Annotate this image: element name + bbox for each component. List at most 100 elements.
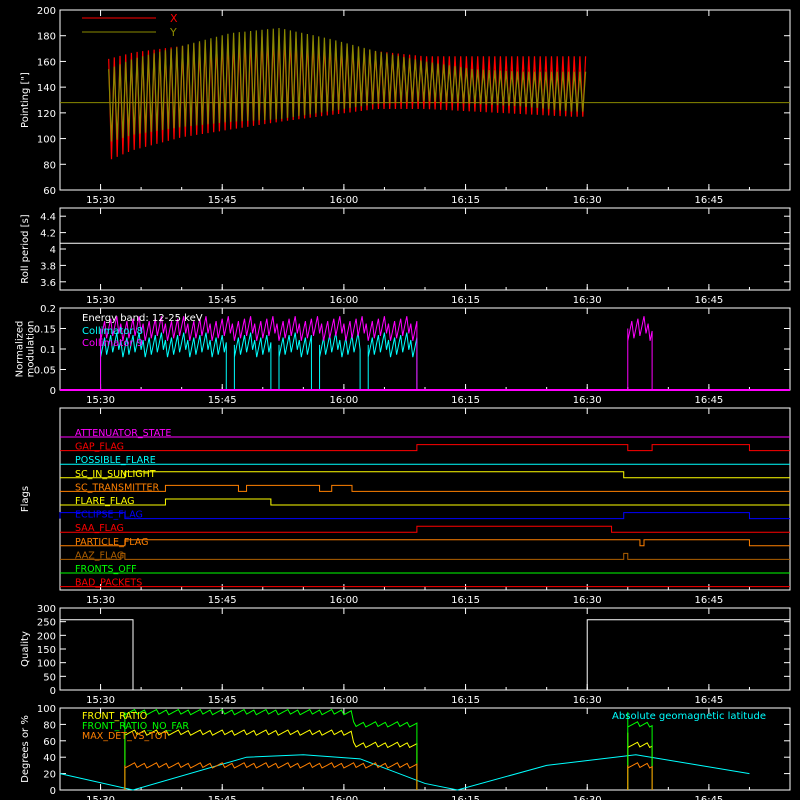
quality-ylabel: Quality — [20, 631, 31, 667]
pointing-panel: 15:30 15:45 16:00 16:15 16:30 16:45 60 80 100 120… — [20, 6, 791, 206]
y-tick-label: 60 — [43, 737, 56, 748]
y-tick-label: 50 — [43, 672, 56, 683]
quality-panel: 15:30 15:45 16:00 16:15 16:30 16:45 0 50 100 150 2… — [20, 604, 791, 706]
flag-trace — [60, 525, 790, 533]
x-tick-label: 16:15 — [451, 395, 480, 406]
energy-band-label: Energy band: 12-25 keV — [82, 313, 203, 324]
x-tick-label: 16:15 — [451, 795, 480, 800]
flag-label: GAP_FLAG — [75, 442, 124, 453]
flags-panel: 15:30 15:45 16:00 16:15 16:30 16:45 Flags ATTEN… — [20, 407, 791, 606]
ratio-series — [124, 708, 418, 791]
y-tick-label: 300 — [37, 604, 56, 615]
y-tick-label: 0 — [50, 786, 56, 797]
x-tick-label: 16:00 — [329, 195, 358, 206]
legend-label: Absolute geomagnetic latitude — [612, 711, 766, 722]
flag-trace — [60, 539, 790, 547]
y-tick-label: 0 — [50, 686, 56, 697]
y-tick-label: 100 — [37, 659, 56, 670]
flag-label: SAA_FLAG — [75, 523, 124, 534]
flags-ylabel: Flags — [20, 486, 31, 512]
flag-label: SC_IN_SUNLIGHT — [75, 469, 156, 480]
x-tick-label: 16:45 — [694, 195, 723, 206]
x-tick-label: 16:30 — [573, 595, 602, 606]
flag-label: POSSIBLE_FLARE — [75, 455, 156, 466]
flag-trace — [60, 552, 790, 560]
flag-label: BAD_PACKETS — [75, 578, 142, 589]
y-tick-label: 100 — [37, 135, 56, 146]
y-tick-label: 4.2 — [40, 229, 56, 240]
x-tick-label: 16:00 — [329, 595, 358, 606]
x-tick-label: 15:30 — [86, 295, 115, 306]
legend-label: Collimator 8 — [82, 326, 143, 337]
y-tick-label: 80 — [43, 160, 56, 171]
y-tick-label: 4 — [50, 245, 56, 256]
x-tick-label: 15:45 — [208, 295, 237, 306]
flag-trace — [60, 484, 790, 492]
y-tick-label: 180 — [37, 32, 56, 43]
y-tick-label: 200 — [37, 6, 56, 17]
ratio-series — [627, 762, 653, 791]
modulation-ylabel: modulation — [26, 321, 37, 378]
ratio-series — [627, 712, 653, 791]
x-tick-label: 16:30 — [573, 295, 602, 306]
roll-ylabel: Roll period [s] — [20, 214, 31, 283]
y-tick-label: 20 — [43, 770, 56, 781]
x-tick-label: 16:45 — [694, 395, 723, 406]
flag-label: FRONTS_OFF — [75, 564, 137, 575]
x-tick-label: 16:00 — [329, 395, 358, 406]
x-tick-label: 15:45 — [208, 195, 237, 206]
x-tick-label: 16:00 — [329, 295, 358, 306]
degrees-ylabel: Degrees or % — [20, 715, 31, 783]
y-tick-label: 100 — [37, 704, 56, 715]
flag-trace — [60, 471, 790, 479]
legend-label: X — [170, 12, 178, 25]
y-tick-label: 3.8 — [40, 261, 56, 272]
modulation-series — [100, 332, 418, 391]
flag-label: ECLIPSE_FLAG — [75, 510, 143, 521]
x-tick-label: 16:15 — [451, 295, 480, 306]
x-tick-label: 15:30 — [86, 795, 115, 800]
degrees-panel: 15:30 15:45 16:00 16:15 16:30 16:45 0 20 40 60 80 1… — [20, 704, 791, 800]
roll-panel: 15:30 15:45 16:00 16:15 16:30 16:45 3.6 3.8 4 4.2… — [20, 207, 791, 306]
y-tick-label: 200 — [37, 631, 56, 642]
x-tick-label: 16:15 — [451, 195, 480, 206]
x-tick-label: 15:45 — [208, 395, 237, 406]
flag-label: SC_TRANSMITTER — [75, 482, 160, 493]
x-tick-label: 15:45 — [208, 795, 237, 800]
y-tick-label: 140 — [37, 83, 56, 94]
legend-label: MAX_DET_VS_TOT — [82, 731, 168, 742]
y-tick-label: 4.4 — [40, 212, 56, 223]
y-tick-label: 0.1 — [40, 345, 56, 356]
flag-label: PARTICLE_FLAG — [75, 537, 148, 548]
y-tick-label: 160 — [37, 57, 56, 68]
latitude-series — [59, 754, 750, 791]
flag-trace — [60, 444, 790, 452]
flag-label: AAZ_FLAG — [75, 550, 124, 561]
x-tick-label: 15:30 — [86, 595, 115, 606]
pointing-ylabel: Pointing ["] — [20, 72, 31, 128]
flag-trace — [59, 512, 790, 520]
ratio-series — [124, 729, 418, 791]
x-tick-label: 16:45 — [694, 795, 723, 800]
y-tick-label: 0.05 — [34, 366, 56, 377]
ratio-series — [124, 762, 418, 791]
x-tick-label: 16:30 — [573, 195, 602, 206]
x-tick-label: 16:15 — [451, 595, 480, 606]
x-tick-label: 16:45 — [694, 695, 723, 706]
y-tick-label: 120 — [37, 109, 56, 120]
modulation-series — [100, 316, 653, 391]
y-tick-label: 250 — [37, 618, 56, 629]
modulation-ylabel: Normalized — [15, 321, 26, 378]
y-tick-label: 0.15 — [34, 325, 56, 336]
y-tick-label: 80 — [43, 720, 56, 731]
quality-series — [60, 619, 790, 691]
y-tick-label: 60 — [43, 186, 56, 197]
x-tick-label: 16:00 — [329, 695, 358, 706]
x-tick-label: 16:00 — [329, 795, 358, 800]
x-tick-label: 15:30 — [86, 695, 115, 706]
modulation-panel: 15:30 15:45 16:00 16:15 16:30 16:45 0 0.05 0.1 0.… — [15, 304, 791, 406]
flag-label: ATTENUATOR_STATE — [75, 428, 171, 439]
y-tick-label: 40 — [43, 753, 56, 764]
x-tick-label: 15:45 — [208, 595, 237, 606]
